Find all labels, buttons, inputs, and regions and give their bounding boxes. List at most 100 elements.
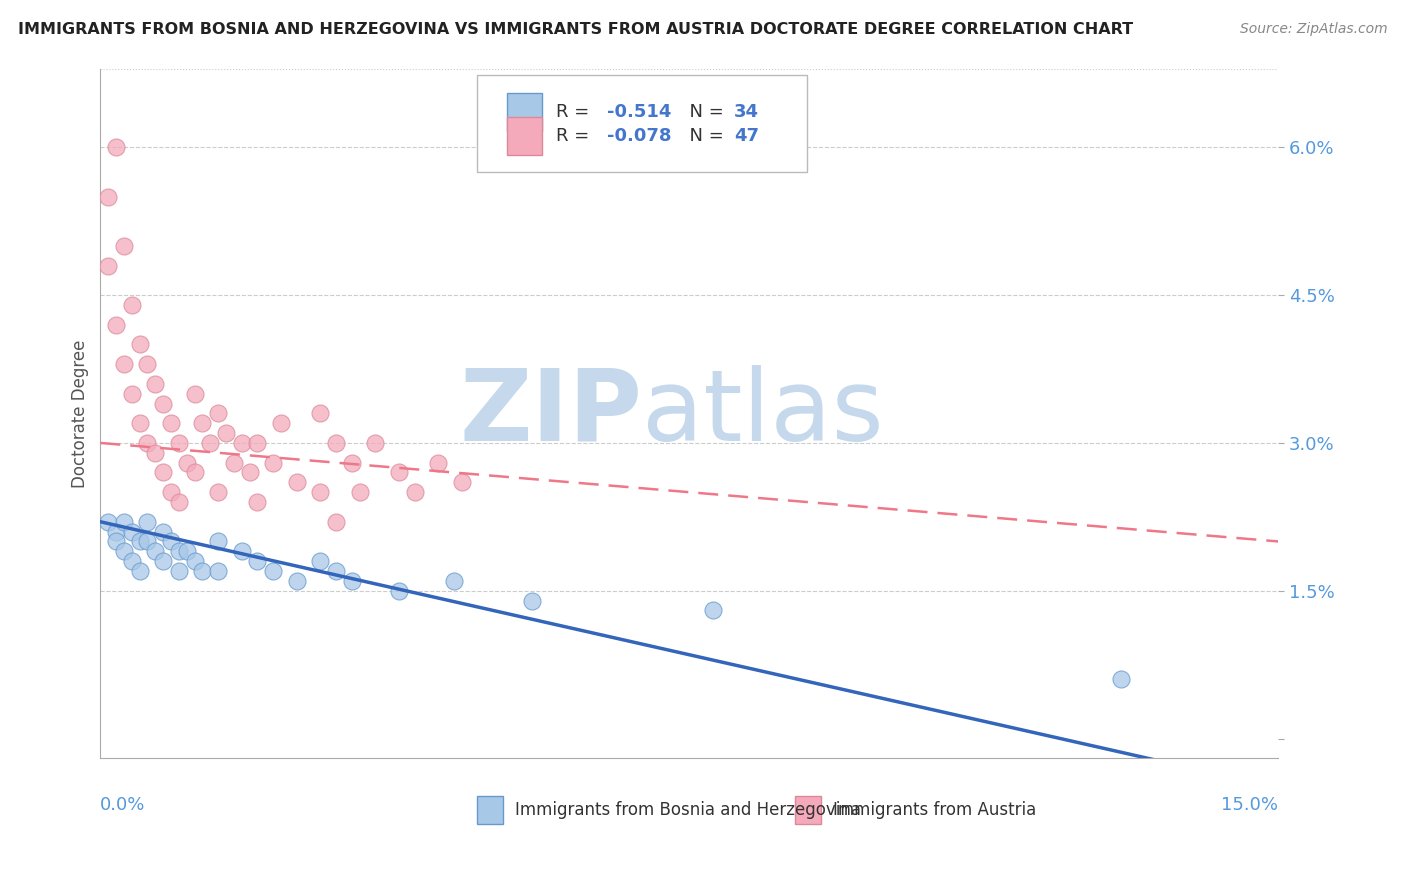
Point [167, 436, 190, 450]
Point [105, 140, 128, 154]
Point [231, 436, 253, 450]
Point [309, 485, 332, 500]
Text: 15.0%: 15.0% [1222, 797, 1278, 814]
Point [121, 524, 143, 539]
Point [183, 386, 205, 401]
Point [325, 436, 347, 450]
Point [388, 466, 411, 480]
Point [404, 485, 426, 500]
Point [152, 554, 174, 568]
Text: 34: 34 [734, 103, 759, 120]
Point [309, 554, 332, 568]
Text: -0.078: -0.078 [607, 127, 672, 145]
Point [207, 485, 229, 500]
Point [270, 416, 292, 430]
Point [160, 534, 183, 549]
Text: atlas: atlas [643, 365, 884, 462]
Text: Immigrants from Bosnia and Herzegovina: Immigrants from Bosnia and Herzegovina [515, 801, 860, 819]
Point [176, 456, 198, 470]
Point [285, 475, 308, 490]
Text: R =: R = [557, 127, 595, 145]
FancyBboxPatch shape [478, 76, 807, 172]
Point [340, 574, 363, 588]
Point [450, 475, 472, 490]
Point [388, 583, 411, 598]
Point [702, 603, 724, 617]
Point [97, 515, 120, 529]
Point [285, 574, 308, 588]
Point [105, 318, 128, 332]
Point [167, 495, 190, 509]
Point [443, 574, 465, 588]
Point [152, 396, 174, 410]
Point [191, 416, 214, 430]
Point [427, 456, 450, 470]
Point [152, 466, 174, 480]
Point [121, 298, 143, 312]
Point [183, 466, 205, 480]
Point [207, 564, 229, 578]
Point [215, 426, 238, 441]
Text: Immigrants from Austria: Immigrants from Austria [834, 801, 1036, 819]
Point [1111, 673, 1133, 687]
Point [167, 544, 190, 558]
Point [136, 534, 159, 549]
Point [160, 416, 183, 430]
Point [105, 534, 128, 549]
Point [309, 406, 332, 420]
Point [112, 544, 135, 558]
Point [143, 376, 166, 391]
Point [105, 524, 128, 539]
Text: IMMIGRANTS FROM BOSNIA AND HERZEGOVINA VS IMMIGRANTS FROM AUSTRIA DOCTORATE DEGR: IMMIGRANTS FROM BOSNIA AND HERZEGOVINA V… [18, 22, 1133, 37]
Point [191, 564, 214, 578]
Point [97, 259, 120, 273]
Text: 0.0%: 0.0% [100, 797, 146, 814]
Point [97, 189, 120, 203]
Point [246, 436, 269, 450]
Point [136, 436, 159, 450]
Point [143, 544, 166, 558]
Point [112, 357, 135, 371]
Point [128, 534, 150, 549]
Point [121, 554, 143, 568]
Text: 47: 47 [734, 127, 759, 145]
Point [176, 544, 198, 558]
Point [262, 456, 284, 470]
Text: Source: ZipAtlas.com: Source: ZipAtlas.com [1240, 22, 1388, 37]
Point [207, 406, 229, 420]
Point [136, 357, 159, 371]
Point [246, 495, 269, 509]
Text: -0.514: -0.514 [607, 103, 671, 120]
Point [152, 524, 174, 539]
FancyBboxPatch shape [796, 797, 821, 823]
Point [128, 337, 150, 351]
FancyBboxPatch shape [506, 117, 543, 154]
Y-axis label: Doctorate Degree: Doctorate Degree [72, 339, 89, 488]
Point [364, 436, 387, 450]
Point [207, 534, 229, 549]
Point [349, 485, 371, 500]
Text: ZIP: ZIP [460, 365, 643, 462]
Text: N =: N = [678, 127, 730, 145]
Point [325, 564, 347, 578]
Point [143, 446, 166, 460]
Point [231, 544, 253, 558]
Point [200, 436, 222, 450]
Point [239, 466, 262, 480]
Point [128, 416, 150, 430]
Point [262, 564, 284, 578]
Point [183, 554, 205, 568]
Point [160, 485, 183, 500]
Point [112, 239, 135, 253]
Text: N =: N = [678, 103, 730, 120]
Point [325, 515, 347, 529]
Point [522, 593, 544, 607]
Point [222, 456, 245, 470]
FancyBboxPatch shape [506, 93, 543, 130]
Point [112, 515, 135, 529]
FancyBboxPatch shape [478, 797, 503, 823]
Point [121, 386, 143, 401]
Point [136, 515, 159, 529]
Point [128, 564, 150, 578]
Point [167, 564, 190, 578]
